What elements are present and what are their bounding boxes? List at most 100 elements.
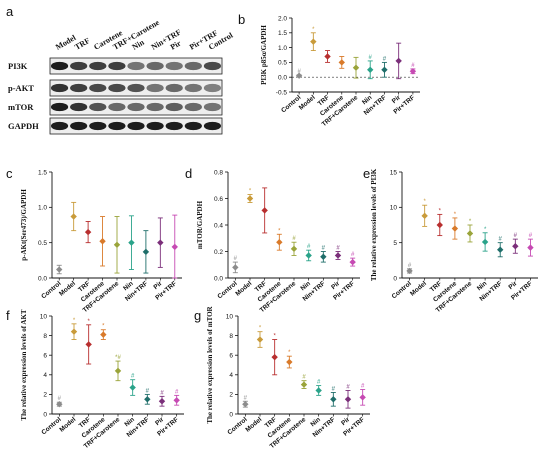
y-tick-label: 4 <box>229 372 233 379</box>
data-point-trf-plus-carotene <box>114 367 122 375</box>
significance-mark-pir: # <box>346 384 350 390</box>
data-point-nin-plus-trf <box>330 396 337 403</box>
data-point-model <box>70 213 77 220</box>
significance-mark-trf: * <box>87 319 90 325</box>
band-gapdh-control <box>203 121 222 131</box>
x-tick-label-model: Model <box>244 416 263 434</box>
data-point-control <box>232 264 239 271</box>
blot-rows: PI3K p-AKT mTOR GAPDH <box>8 57 223 135</box>
chart-panels: b -0.5 0.0 0.5 1.0 1.5 2.0 PI3K p85α/GAPDH Contr… <box>6 12 538 450</box>
data-point-trf-plus-carotene <box>300 381 308 388</box>
significance-mark-pir: # <box>514 233 518 239</box>
significance-mark-model: * <box>312 27 315 33</box>
significance-mark-control: # <box>408 263 412 269</box>
band-pi3k-pir-plus-trf <box>184 61 202 71</box>
data-point-trf <box>271 353 278 361</box>
y-tick-label: 2 <box>229 392 233 399</box>
significance-mark-carotene: * <box>288 350 291 356</box>
y-tick-label: 0.6 <box>214 196 223 203</box>
band-gapdh-nin-plus-trf <box>146 121 164 131</box>
data-point-trf <box>436 221 443 229</box>
y-tick-label: 0 <box>229 411 233 418</box>
significance-mark-pir: # <box>160 390 164 396</box>
y-tick-label: 2.0 <box>278 15 287 22</box>
significance-mark-pir-plus-trf: # <box>351 252 355 258</box>
significance-mark-model: * <box>423 199 426 205</box>
data-point-nin-plus-trf <box>320 253 327 260</box>
y-tick-label: 8 <box>229 333 233 340</box>
band-p-akt-pir-plus-trf <box>184 83 202 93</box>
significance-mark-model: * <box>249 189 252 195</box>
data-point-trf <box>261 207 268 214</box>
band-mtor-trf <box>70 102 88 112</box>
y-axis-label: The relative expression levels of PI3K <box>370 168 378 281</box>
significance-mark-carotene: * <box>102 324 105 330</box>
data-point-control <box>56 266 63 273</box>
y-tick-label: 4 <box>43 372 47 379</box>
y-tick-label: 10 <box>40 313 48 320</box>
significance-mark-nin-plus-trf: # <box>499 237 503 243</box>
band-gapdh-trf <box>70 121 88 131</box>
data-point-pir <box>334 252 342 259</box>
y-axis-label: The relative expression levels of mTOR <box>206 305 214 423</box>
panel-letter-f: f <box>6 308 10 323</box>
data-point-pir <box>395 57 402 65</box>
protein-label-pi3k: PI3K <box>8 61 28 71</box>
data-point-model <box>310 38 317 45</box>
significance-mark-model: * <box>73 318 76 324</box>
data-point-model <box>70 328 78 335</box>
significance-mark-nin: # <box>369 55 373 61</box>
data-point-carotene <box>338 59 345 66</box>
y-tick-label: 1.5 <box>38 169 47 176</box>
band-pi3k-trf <box>70 61 88 71</box>
x-tick-label-model: Model <box>409 280 428 298</box>
data-point-control <box>406 267 413 275</box>
data-point-trf-plus-carotene <box>113 241 121 248</box>
chart-panel-g: g 0 2 4 6 8 10 The relative expression levels o… <box>194 305 370 450</box>
y-tick-label: 0.2 <box>214 249 223 256</box>
data-point-trf <box>84 228 92 236</box>
band-mtor-pir <box>165 102 183 112</box>
y-tick-label: 1.5 <box>278 30 287 37</box>
data-point-carotene <box>286 358 293 366</box>
data-point-nin <box>129 384 136 391</box>
band-pi3k-carotene <box>89 61 107 71</box>
significance-mark-pir-plus-trf: # <box>361 384 365 390</box>
significance-mark-trf-plus-carotene: * <box>469 219 472 225</box>
data-point-pir-plus-trf <box>359 394 366 401</box>
y-tick-label: 0.0 <box>38 275 47 282</box>
band-p-akt-control <box>203 83 222 93</box>
band-mtor-trf-plus-carotene <box>108 102 126 112</box>
data-point-control <box>56 401 63 408</box>
x-tick-label-model: Model <box>234 280 253 298</box>
data-point-control <box>242 401 249 408</box>
data-point-nin <box>315 387 322 394</box>
x-tick-label-control: Control <box>391 280 413 300</box>
data-point-pir-plus-trf <box>527 244 534 251</box>
band-p-akt-pir <box>165 83 183 93</box>
x-tick-label-model: Model <box>298 94 317 112</box>
significance-mark-carotene: * <box>454 212 457 218</box>
data-point-nin-plus-trf <box>497 246 504 253</box>
protein-label-mtor: mTOR <box>8 102 34 112</box>
band-p-akt-model <box>50 83 69 93</box>
significance-mark-model: * <box>259 326 262 332</box>
x-tick-label-pir: Pir <box>152 280 164 291</box>
significance-mark-nin-plus-trf: # <box>322 246 326 252</box>
y-tick-label: 0.5 <box>278 60 287 67</box>
y-axis-label: PI3K p85α/GAPDH <box>260 25 268 85</box>
x-tick-label-model: Model <box>58 416 77 434</box>
significance-mark-pir-plus-trf: # <box>411 63 415 69</box>
y-tick-label: 1.0 <box>38 205 47 212</box>
y-tick-label: 1.0 <box>278 45 287 52</box>
band-mtor-carotene <box>89 102 107 112</box>
band-pi3k-control <box>203 61 222 71</box>
y-tick-label: 15 <box>390 169 398 176</box>
data-point-nin-plus-trf <box>381 66 388 73</box>
x-tick-label-model: Model <box>58 280 77 298</box>
y-tick-label: 10 <box>390 205 398 212</box>
band-gapdh-pir <box>165 121 183 131</box>
